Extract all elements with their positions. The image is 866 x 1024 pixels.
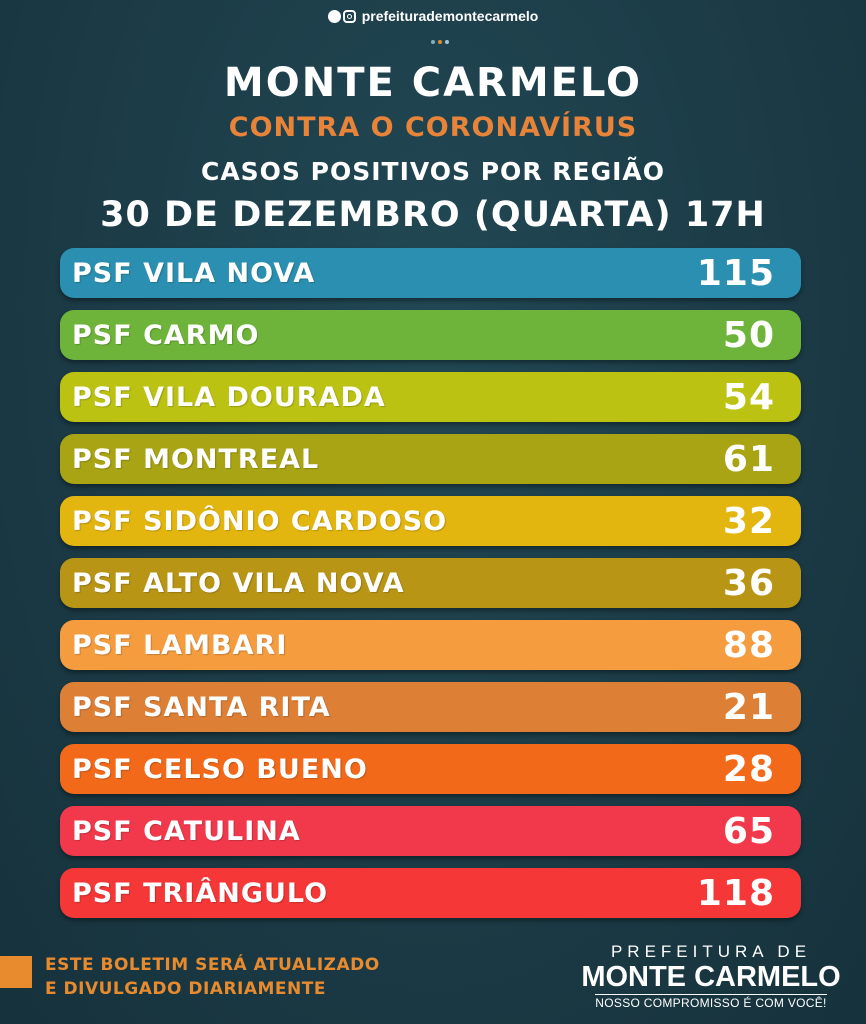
prefeitura-logo: PREFEITURA DE MONTE CARMELO NOSSO COMPRO… — [580, 942, 842, 1011]
region-case-count: 54 — [722, 376, 775, 418]
facebook-icon — [327, 9, 341, 23]
section-heading: CASOS POSITIVOS POR REGIÃO — [200, 157, 666, 186]
region-row: PSF VILA NOVA 115 — [60, 248, 801, 298]
region-label: PSF VILA DOURADA — [72, 381, 386, 413]
logo-top-text: PREFEITURA DE — [610, 942, 812, 961]
social-icons — [327, 9, 356, 23]
region-row: PSF ALTO VILA NOVA 36 — [60, 558, 801, 608]
region-case-count: 50 — [722, 314, 775, 356]
region-label: PSF SANTA RITA — [72, 691, 331, 723]
region-row: PSF TRIÂNGULO 118 — [60, 868, 801, 918]
region-list: PSF VILA NOVA 115 PSF CARMO 50 PSF VILA DOUR… — [60, 248, 801, 930]
region-row: PSF CATULINA 65 — [60, 806, 801, 856]
region-label: PSF CATULINA — [72, 815, 301, 847]
region-label: PSF TRIÂNGULO — [72, 877, 329, 909]
decorative-dots — [431, 40, 449, 44]
region-case-count: 115 — [696, 252, 775, 294]
region-label: PSF CELSO BUENO — [72, 753, 368, 785]
footer-accent-square — [0, 956, 32, 988]
region-row: PSF CARMO 50 — [60, 310, 801, 360]
region-row: PSF SIDÔNIO CARDOSO 32 — [60, 496, 801, 546]
region-row: PSF MONTREAL 61 — [60, 434, 801, 484]
instagram-icon — [342, 9, 356, 23]
region-case-count: 36 — [722, 562, 775, 604]
page-title: MONTE CARMELO — [223, 60, 643, 106]
bulletin-date: 30 DE DEZEMBRO (QUARTA) 17H — [100, 195, 766, 235]
region-label: PSF VILA NOVA — [72, 257, 316, 289]
social-handle-text: prefeiturademontecarmelo — [361, 8, 539, 24]
region-case-count: 65 — [722, 810, 775, 852]
region-case-count: 32 — [722, 500, 775, 542]
region-label: PSF LAMBARI — [72, 629, 288, 661]
region-case-count: 61 — [722, 438, 775, 480]
footer-note-line2: E DIVULGADO DIARIAMENTE — [45, 979, 326, 999]
region-row: PSF CELSO BUENO 28 — [60, 744, 801, 794]
region-label: PSF CARMO — [72, 319, 260, 351]
page-subtitle: CONTRA O CORONAVÍRUS — [228, 112, 638, 143]
social-handle-bar: prefeiturademontecarmelo — [0, 8, 866, 24]
logo-slogan: NOSSO COMPROMISSO É COM VOCÊ! — [595, 994, 827, 1010]
region-label: PSF ALTO VILA NOVA — [72, 567, 405, 599]
region-label: PSF SIDÔNIO CARDOSO — [72, 505, 448, 537]
footer-note: ESTE BOLETIM SERÁ ATUALIZADO E DIVULGADO… — [45, 953, 380, 1001]
region-row: PSF LAMBARI 88 — [60, 620, 801, 670]
region-case-count: 118 — [696, 872, 775, 914]
region-row: PSF SANTA RITA 21 — [60, 682, 801, 732]
region-case-count: 21 — [722, 686, 775, 728]
region-case-count: 88 — [722, 624, 775, 666]
region-row: PSF VILA DOURADA 54 — [60, 372, 801, 422]
region-label: PSF MONTREAL — [72, 443, 320, 475]
footer-note-line1: ESTE BOLETIM SERÁ ATUALIZADO — [45, 955, 380, 975]
region-case-count: 28 — [722, 748, 775, 790]
logo-main-text: MONTE CARMELO — [581, 961, 841, 993]
